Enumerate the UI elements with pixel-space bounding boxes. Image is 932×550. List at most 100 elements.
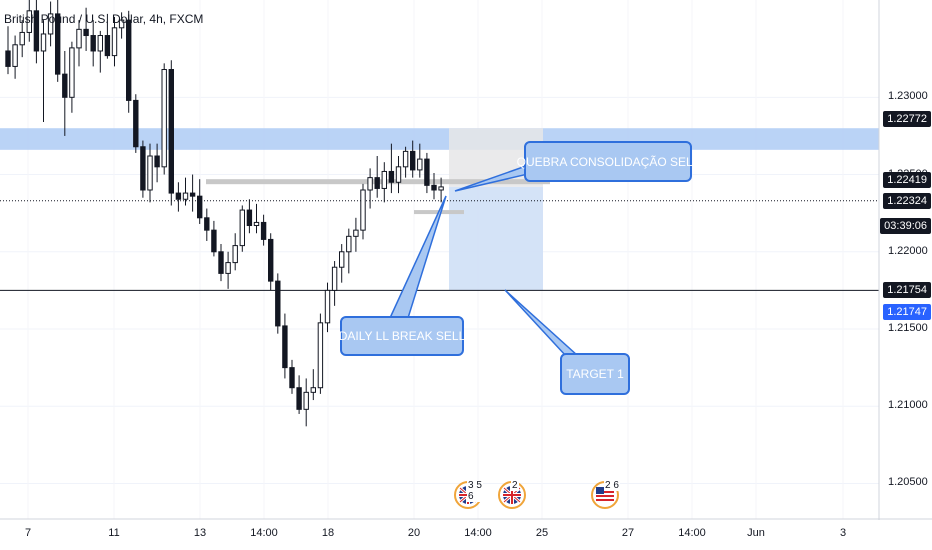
candle [232, 233, 238, 271]
candle-body-up [402, 150, 409, 168]
candle-body-down [296, 387, 302, 410]
candle [339, 244, 345, 283]
candle [402, 146, 409, 178]
candle [154, 143, 160, 183]
candle [197, 179, 203, 224]
candle-body-up [395, 166, 402, 183]
candle-body-up [97, 35, 103, 52]
time-tick-label: 3 [839, 527, 847, 539]
candle-body-down [388, 170, 395, 183]
candle-body-down [197, 195, 203, 219]
candle [189, 174, 196, 212]
candle [239, 205, 246, 252]
candle-body-down [282, 325, 288, 369]
candle-body-up [239, 209, 246, 247]
candle [104, 13, 111, 59]
candle-body-down [154, 155, 160, 168]
candle [33, 0, 40, 64]
candle-body-down [133, 99, 139, 148]
candle [303, 378, 309, 427]
callout-quebra-consolidacao[interactable]: QUEBRA CONSOLIDAÇÃO SELL [517, 141, 699, 182]
time-tick-label: Jun [747, 527, 765, 539]
candle [161, 63, 167, 175]
candle [204, 208, 210, 241]
candle [296, 375, 302, 414]
candle-body-up [317, 322, 324, 389]
chart-title: British Pound / U.S. Dollar, 4h, FXCM [4, 12, 204, 26]
price-label-last: 1.22324 [883, 193, 931, 209]
candle-body-up [47, 13, 54, 35]
candle [5, 26, 11, 75]
candle [246, 199, 253, 234]
candle-body-up [12, 44, 18, 67]
candle [253, 203, 260, 234]
candle-body-down [189, 192, 196, 197]
candle-body-down [90, 35, 96, 52]
time-tick-label: 27 [621, 527, 635, 539]
price-tick-label: 1.22000 [888, 244, 928, 257]
candle-body-up [76, 28, 82, 49]
candle [133, 94, 139, 153]
candle-body-up [353, 229, 359, 237]
candle [111, 16, 118, 67]
target-zone [449, 186, 543, 291]
candle-body-down [62, 73, 68, 98]
candle-body-down [218, 251, 224, 274]
candle-body-down [140, 146, 146, 191]
economic-event-gb-1[interactable]: 3 5 6 [453, 480, 483, 510]
candle-body-down [289, 367, 295, 389]
candle-body-up [417, 158, 423, 171]
candle [360, 183, 366, 240]
candle-body-up [225, 262, 231, 274]
callout-arrows [388, 165, 580, 357]
candle [289, 359, 295, 394]
candle [69, 41, 75, 113]
candle-body-up [339, 251, 345, 268]
callout-target-1[interactable]: TARGET 1 [560, 353, 630, 395]
candle [126, 10, 132, 113]
callout-daily-ll-break[interactable]: DAILY LL BREAK SELL [339, 316, 465, 356]
candle [47, 1, 54, 47]
event-count: 2 6 [604, 480, 620, 491]
candles [5, 0, 444, 427]
candle [410, 140, 416, 178]
economic-event-us[interactable]: 2 6 [590, 480, 620, 510]
price-tick-label: 1.23000 [888, 90, 928, 103]
price-label-bid: 1.21747 [883, 304, 931, 320]
candle-body-down [211, 229, 217, 253]
candle-body-down [175, 192, 182, 200]
candle [424, 152, 430, 194]
time-tick-label: 14:00 [678, 527, 706, 539]
economic-event-gb-2[interactable]: 2 [497, 480, 527, 510]
candle [182, 177, 189, 206]
candle-body-down [260, 221, 267, 240]
candle-body-down [168, 69, 175, 194]
candle [218, 244, 224, 282]
candle-body-down [104, 35, 111, 57]
candle [317, 313, 324, 394]
candle [310, 369, 317, 401]
time-tick-label: 14:00 [250, 527, 278, 539]
candle-body-up [360, 189, 366, 231]
event-count: 3 5 6 [467, 480, 483, 502]
candle-body-up [331, 266, 338, 291]
candle [175, 182, 182, 212]
time-tick-label: 13 [193, 527, 207, 539]
candle [211, 220, 217, 257]
candle [62, 50, 68, 136]
chart-grid [0, 96, 879, 484]
candle [83, 7, 89, 51]
candle [388, 143, 395, 194]
candle-body-up [303, 391, 309, 410]
time-tick-label: 18 [321, 527, 335, 539]
time-tick-label: 25 [535, 527, 549, 539]
candle [76, 20, 82, 67]
candle-body-up [111, 27, 118, 57]
event-count: 2 [511, 480, 519, 491]
candle-body-down [268, 238, 274, 282]
candle-countdown: 03:39:06 [880, 218, 931, 234]
candle-body-up [253, 221, 260, 227]
candle-body-up [381, 170, 388, 189]
candle-body-down [5, 50, 11, 67]
